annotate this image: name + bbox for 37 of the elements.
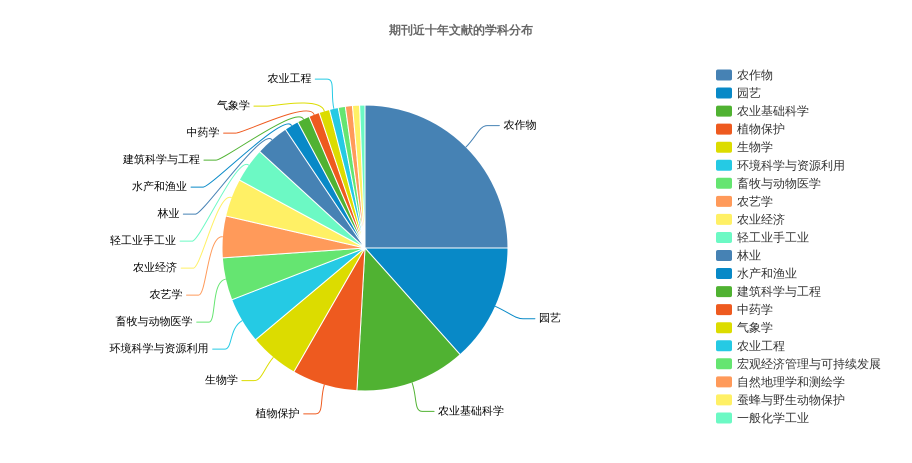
slice-label: 农业工程 <box>267 72 312 86</box>
legend-label: 园艺 <box>737 86 761 100</box>
legend-label: 农业工程 <box>737 338 785 353</box>
legend-label: 农作物 <box>737 68 773 82</box>
slice-label: 园艺 <box>538 312 561 325</box>
slice-label: 环境科学与资源利用 <box>110 342 209 356</box>
legend-label: 气象学 <box>737 320 773 335</box>
slice-label: 轻工业手工业 <box>110 234 176 248</box>
legend-label: 农业经济 <box>737 212 785 226</box>
slice-label: 林业 <box>156 207 180 220</box>
legend-label: 一般化学工业 <box>737 410 809 425</box>
slice-label: 中药学 <box>186 126 220 140</box>
legend-label: 植物保护 <box>737 122 785 136</box>
legend-label: 环境科学与资源利用 <box>737 158 845 172</box>
slice-label: 农业经济 <box>133 261 178 274</box>
legend-label: 农艺学 <box>737 194 773 208</box>
legend-label: 生物学 <box>737 140 773 154</box>
slice-label: 生物学 <box>204 374 238 387</box>
legend-label: 宏观经济管理与可持续发展 <box>737 356 881 371</box>
legend-label: 自然地理学和测绘学 <box>737 374 845 389</box>
legend-label: 蚕蜂与野生动物保护 <box>737 392 845 407</box>
slice-label: 植物保护 <box>256 406 300 420</box>
legend-label: 林业 <box>736 248 761 262</box>
legend-label: 农业基础科学 <box>737 104 809 118</box>
slice-label: 农业基础科学 <box>438 404 504 418</box>
slice-label: 农艺学 <box>150 288 183 302</box>
slice-label: 水产和渔业 <box>132 180 188 194</box>
legend-label: 中药学 <box>737 302 773 317</box>
slice-label: 农作物 <box>503 120 536 132</box>
legend-label: 畜牧与动物医学 <box>737 176 821 190</box>
legend-label: 轻工业手工业 <box>737 230 809 244</box>
slice-label: 畜牧与动物医学 <box>116 315 193 328</box>
slice-label: 建筑科学与工程 <box>122 153 200 166</box>
legend-label: 水产和渔业 <box>737 266 797 281</box>
legend-label: 建筑科学与工程 <box>736 284 821 299</box>
chart-title: 期刊近十年文献的学科分布 <box>388 23 533 37</box>
slice-label: 气象学 <box>216 100 250 112</box>
